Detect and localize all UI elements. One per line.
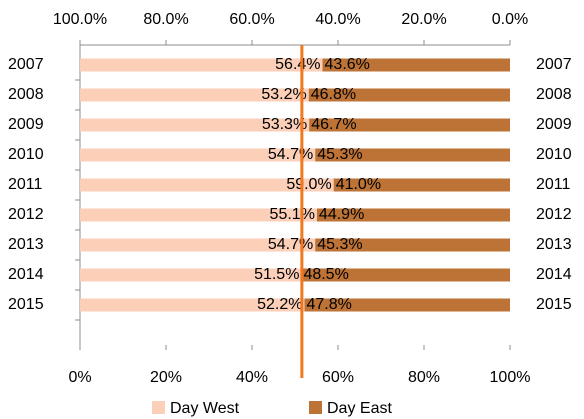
y2-tick-label: 2013 <box>536 236 572 253</box>
y2-tick-label: 2015 <box>536 296 572 313</box>
data-label: 51.5% <box>254 266 299 283</box>
top-tick-label: 100.0% <box>53 11 107 28</box>
y-tick-label: 2012 <box>8 206 44 223</box>
page: {"chart_data": {"type": "stacked-bar-hor… <box>0 0 584 419</box>
y-tick-label: 2009 <box>8 116 44 133</box>
legend-swatch <box>152 401 165 414</box>
data-label: 41.0% <box>336 176 381 193</box>
data-label: 48.5% <box>303 266 348 283</box>
data-label: 54.7% <box>268 236 313 253</box>
top-tick-label: 40.0% <box>315 11 360 28</box>
data-label: 47.8% <box>306 296 351 313</box>
y-tick-label: 2014 <box>8 266 44 283</box>
x-tick-label: 20% <box>150 369 182 386</box>
x-tick-label: 60% <box>322 369 354 386</box>
data-label: 56.4% <box>275 56 320 73</box>
legend-label: Day West <box>170 400 240 417</box>
y2-tick-label: 2014 <box>536 266 572 283</box>
x-tick-label: 0% <box>68 369 91 386</box>
data-label: 53.2% <box>261 86 306 103</box>
y-tick-label: 2013 <box>8 236 44 253</box>
x-tick-label: 80% <box>408 369 440 386</box>
top-tick-label: 0.0% <box>492 11 528 28</box>
data-label: 54.7% <box>268 146 313 163</box>
x-tick-label: 100% <box>490 369 531 386</box>
data-label: 59.0% <box>286 176 331 193</box>
legend-swatch <box>309 401 322 414</box>
y-tick-label: 2010 <box>8 146 44 163</box>
data-label: 45.3% <box>317 236 362 253</box>
data-label: 45.3% <box>317 146 362 163</box>
data-label: 44.9% <box>319 206 364 223</box>
y2-tick-label: 2009 <box>536 116 572 133</box>
data-label: 46.7% <box>311 116 356 133</box>
x-tick-label: 40% <box>236 369 268 386</box>
top-tick-label: 80.0% <box>143 11 188 28</box>
y2-tick-label: 2012 <box>536 206 572 223</box>
top-tick-label: 20.0% <box>401 11 446 28</box>
y2-tick-label: 2008 <box>536 86 572 103</box>
chart: 100.0% 80.0% 60.0% 40.0% 20.0% 0.0% 0% 20% 40% 60… <box>0 0 584 419</box>
y-tick-label: 2007 <box>8 56 44 73</box>
data-label: 52.2% <box>257 296 302 313</box>
y-tick-label: 2011 <box>8 176 43 193</box>
y2-tick-label: 2011 <box>536 176 571 193</box>
data-label: 55.1% <box>270 206 315 223</box>
legend-label: Day East <box>327 400 392 417</box>
y-tick-label: 2008 <box>8 86 44 103</box>
data-label: 46.8% <box>311 86 356 103</box>
top-tick-label: 60.0% <box>229 11 274 28</box>
data-label: 43.6% <box>325 56 370 73</box>
y2-tick-label: 2010 <box>536 146 572 163</box>
y2-tick-label: 2007 <box>536 56 572 73</box>
y-tick-label: 2015 <box>8 296 44 313</box>
